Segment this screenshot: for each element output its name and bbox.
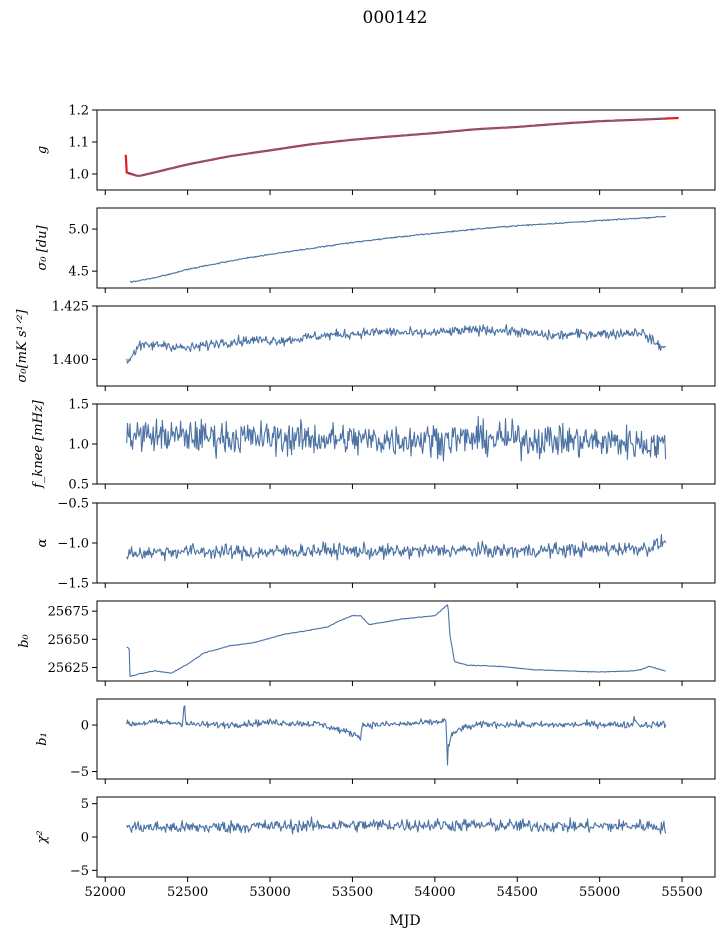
y-axis-label-g: g: [35, 146, 50, 154]
series-line-sigma0-mks: [126, 324, 666, 364]
y-axis-label-chi2: χ²: [35, 830, 50, 844]
x-tick-label: 54500: [497, 885, 538, 900]
y-tick-label-fknee: 0.5: [68, 478, 89, 493]
series-line-alpha: [126, 533, 667, 562]
axes-frame-b1: [96, 698, 716, 780]
y-tick-label-sigma0-mks: 1.400: [52, 353, 89, 368]
axes-frame-g: [96, 109, 716, 191]
y-axis-label-sigma0-du: σ₀ [du]: [35, 225, 50, 271]
series-line-b0: [126, 604, 666, 677]
x-tick-label: 55500: [661, 885, 702, 900]
axes-frame-b0: [96, 600, 716, 682]
y-tick-label-fknee: 1.0: [68, 438, 89, 453]
figure-title: 000142: [363, 8, 428, 28]
panel-b0: 25625 25650 25675 b₀: [17, 600, 716, 686]
y-tick-label-chi2: −5: [70, 864, 89, 879]
y-axis-label-fknee: f_knee [mHz]: [31, 399, 46, 489]
y-tick-label-alpha: −0.5: [57, 497, 89, 512]
y-tick-label-b1: −5: [70, 765, 89, 780]
y-tick-label-sigma0-du: 5.0: [68, 223, 89, 238]
y-tick-label-b0: 25650: [48, 633, 89, 648]
y-tick-label-g: 1.1: [68, 136, 89, 151]
series-line-fknee: [126, 415, 667, 462]
x-axis-label: MJD: [389, 913, 420, 929]
x-tick-label: 54000: [414, 885, 455, 900]
axes-frame-alpha: [96, 502, 716, 584]
panel-b1: −5 0 b₁: [35, 698, 716, 784]
panel-g: 1.0 1.1 1.2 g: [35, 104, 716, 195]
panel-sigma0-du: 4.5 5.0 σ₀ [du]: [35, 207, 716, 293]
y-tick-label-alpha: −1.5: [57, 577, 89, 592]
y-tick-label-b0: 25625: [48, 661, 89, 676]
axes-frame-sigma0-mks: [96, 305, 716, 387]
y-tick-label-chi2: 0: [81, 831, 89, 846]
series-line-sigma0-du: [130, 215, 666, 283]
panel-chi2: −5 0 5 52000 52500 53000 53500 54000 54500 55000 5…: [35, 796, 716, 900]
y-tick-label-g: 1.2: [68, 104, 89, 119]
series-line-g: [128, 117, 666, 177]
y-tick-label-g: 1.0: [68, 168, 89, 183]
x-tick-label: 53000: [249, 885, 290, 900]
x-tick-label: 55000: [579, 885, 620, 900]
y-axis-label-b1: b₁: [35, 732, 50, 746]
panel-alpha: −1.5 −1.0 −0.5 α: [35, 497, 716, 592]
x-tick-label: 53500: [332, 885, 373, 900]
y-tick-label-alpha: −1.0: [57, 537, 89, 552]
subplot-stack: 1.0 1.1 1.2 g 4.5 5.0 σ₀ [du] 1.400 1.425 σ₀[mK s…: [15, 104, 716, 900]
y-axis-label-alpha: α: [35, 538, 50, 547]
axes-frame-chi2: [96, 796, 716, 878]
y-axis-label-sigma0-mks: σ₀[mK s¹ᐟ²]: [15, 309, 30, 383]
y-tick-label-sigma0-mks: 1.425: [52, 300, 89, 315]
x-tick-label: 52000: [85, 885, 126, 900]
series-line-g-fit: [124, 116, 679, 177]
y-axis-label-b0: b₀: [17, 633, 32, 647]
axes-frame-sigma0-du: [96, 207, 716, 289]
y-tick-label-sigma0-du: 4.5: [68, 265, 89, 280]
y-tick-label-chi2: 5: [81, 797, 89, 812]
series-line-b1: [126, 705, 667, 766]
y-tick-label-b1: 0: [81, 719, 89, 734]
axes-frame-fknee: [96, 403, 716, 485]
x-tick-label: 52500: [167, 885, 208, 900]
series-line-chi2: [126, 816, 667, 835]
y-tick-label-b0: 25675: [48, 605, 89, 620]
panel-fknee: 0.5 1.0 1.5 f_knee [mHz]: [31, 398, 716, 493]
y-tick-label-fknee: 1.5: [68, 398, 89, 413]
panel-sigma0-mks: 1.400 1.425 σ₀[mK s¹ᐟ²]: [15, 300, 716, 391]
